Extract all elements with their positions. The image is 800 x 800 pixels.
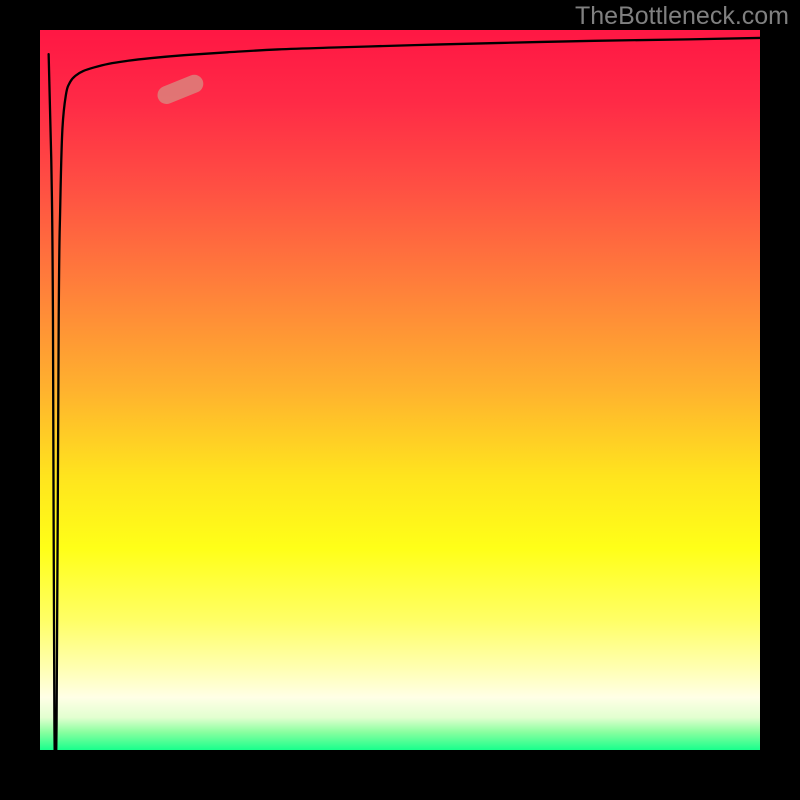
curve-layer [40,30,760,750]
pill-marker [155,72,206,107]
plot-area [40,30,760,750]
bottleneck-curve [49,38,760,750]
watermark-text: TheBottleneck.com [575,2,789,31]
pill-marker-rect [155,72,206,107]
